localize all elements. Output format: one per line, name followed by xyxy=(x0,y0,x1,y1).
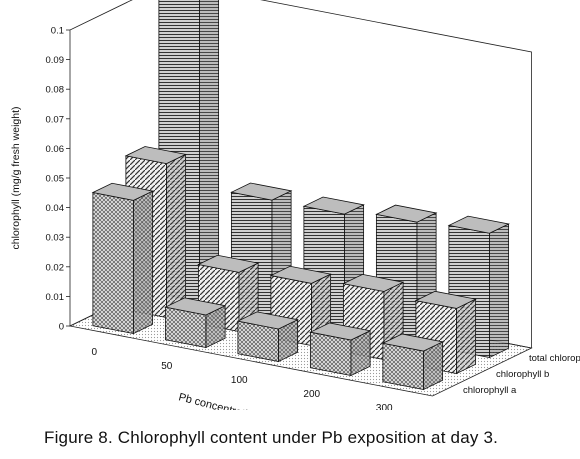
bars-layer xyxy=(91,0,510,391)
bar-top-face xyxy=(236,311,299,330)
bar-side-shade xyxy=(350,330,371,376)
bar-side-shade xyxy=(166,154,186,318)
x-axis-label: Pb concentration (mg/L) xyxy=(177,391,294,410)
y-axis: 0 0.01 0.02 0.03 0.04 0.05 0.06 0.07 0.08 0.09 0.1 xyxy=(46,26,70,333)
y-axis-label: chlorophyll (mg/g fresh weight) xyxy=(10,107,22,250)
bar-side-shade xyxy=(423,341,443,390)
x-tick-label: 300 xyxy=(376,403,393,410)
series-label: chlorophyll b xyxy=(496,369,549,380)
bar-side-shade xyxy=(456,299,476,374)
bar-top-face xyxy=(91,182,154,201)
bar-side-shade xyxy=(489,223,509,358)
y-tick-label: 0.01 xyxy=(46,292,65,303)
bar xyxy=(91,182,154,335)
x-tick-label: 0 xyxy=(91,347,97,358)
y-tick-label: 0.1 xyxy=(51,26,64,37)
bar-top-face xyxy=(375,204,438,223)
bar-front-face xyxy=(92,192,134,335)
bar xyxy=(309,322,372,377)
x-tick-label: 50 xyxy=(161,361,173,372)
bar-top-face xyxy=(230,182,293,201)
bar-top-face xyxy=(414,290,477,309)
y-tick-label: 0.03 xyxy=(46,233,65,244)
y-tick-label: 0.08 xyxy=(46,85,65,96)
bar-top-face xyxy=(124,146,187,165)
bar-side-shade xyxy=(133,191,153,334)
bar-top-face xyxy=(269,265,332,284)
y-tick-label: 0.07 xyxy=(46,114,65,125)
bar-top-face xyxy=(309,322,372,341)
figure-caption: Figure 8. Chlorophyll content under Pb e… xyxy=(44,428,499,447)
series-label: total chlorophyll xyxy=(529,353,580,364)
y-tick-label: 0.02 xyxy=(46,262,65,273)
bar xyxy=(381,333,444,391)
bar-top-face xyxy=(302,196,365,215)
bar-top-face xyxy=(447,215,510,234)
y-tick-label: 0.09 xyxy=(46,55,65,66)
chart-3d-bar: 0 0.01 0.02 0.03 0.04 0.05 0.06 0.07 0.08 0.09 0.1… xyxy=(10,0,580,410)
y-tick-label: 0.05 xyxy=(46,174,65,185)
bar-top-face xyxy=(197,254,260,273)
bar-top-face xyxy=(381,333,444,352)
x-tick-label: 200 xyxy=(303,389,320,400)
bar-side-shade xyxy=(205,305,226,348)
x-tick-label: 100 xyxy=(231,375,248,386)
y-tick-label: 0.04 xyxy=(46,203,65,214)
series-label: chlorophyll a xyxy=(463,385,517,396)
bar-top-face xyxy=(342,273,405,292)
bar xyxy=(236,311,299,363)
bar-side-shade xyxy=(278,319,298,362)
y-tick-label: 0.06 xyxy=(46,144,65,155)
bar xyxy=(164,297,227,349)
bar-top-face xyxy=(164,297,227,316)
y-tick-label: 0 xyxy=(59,322,64,333)
bar-side-shade xyxy=(199,0,219,302)
